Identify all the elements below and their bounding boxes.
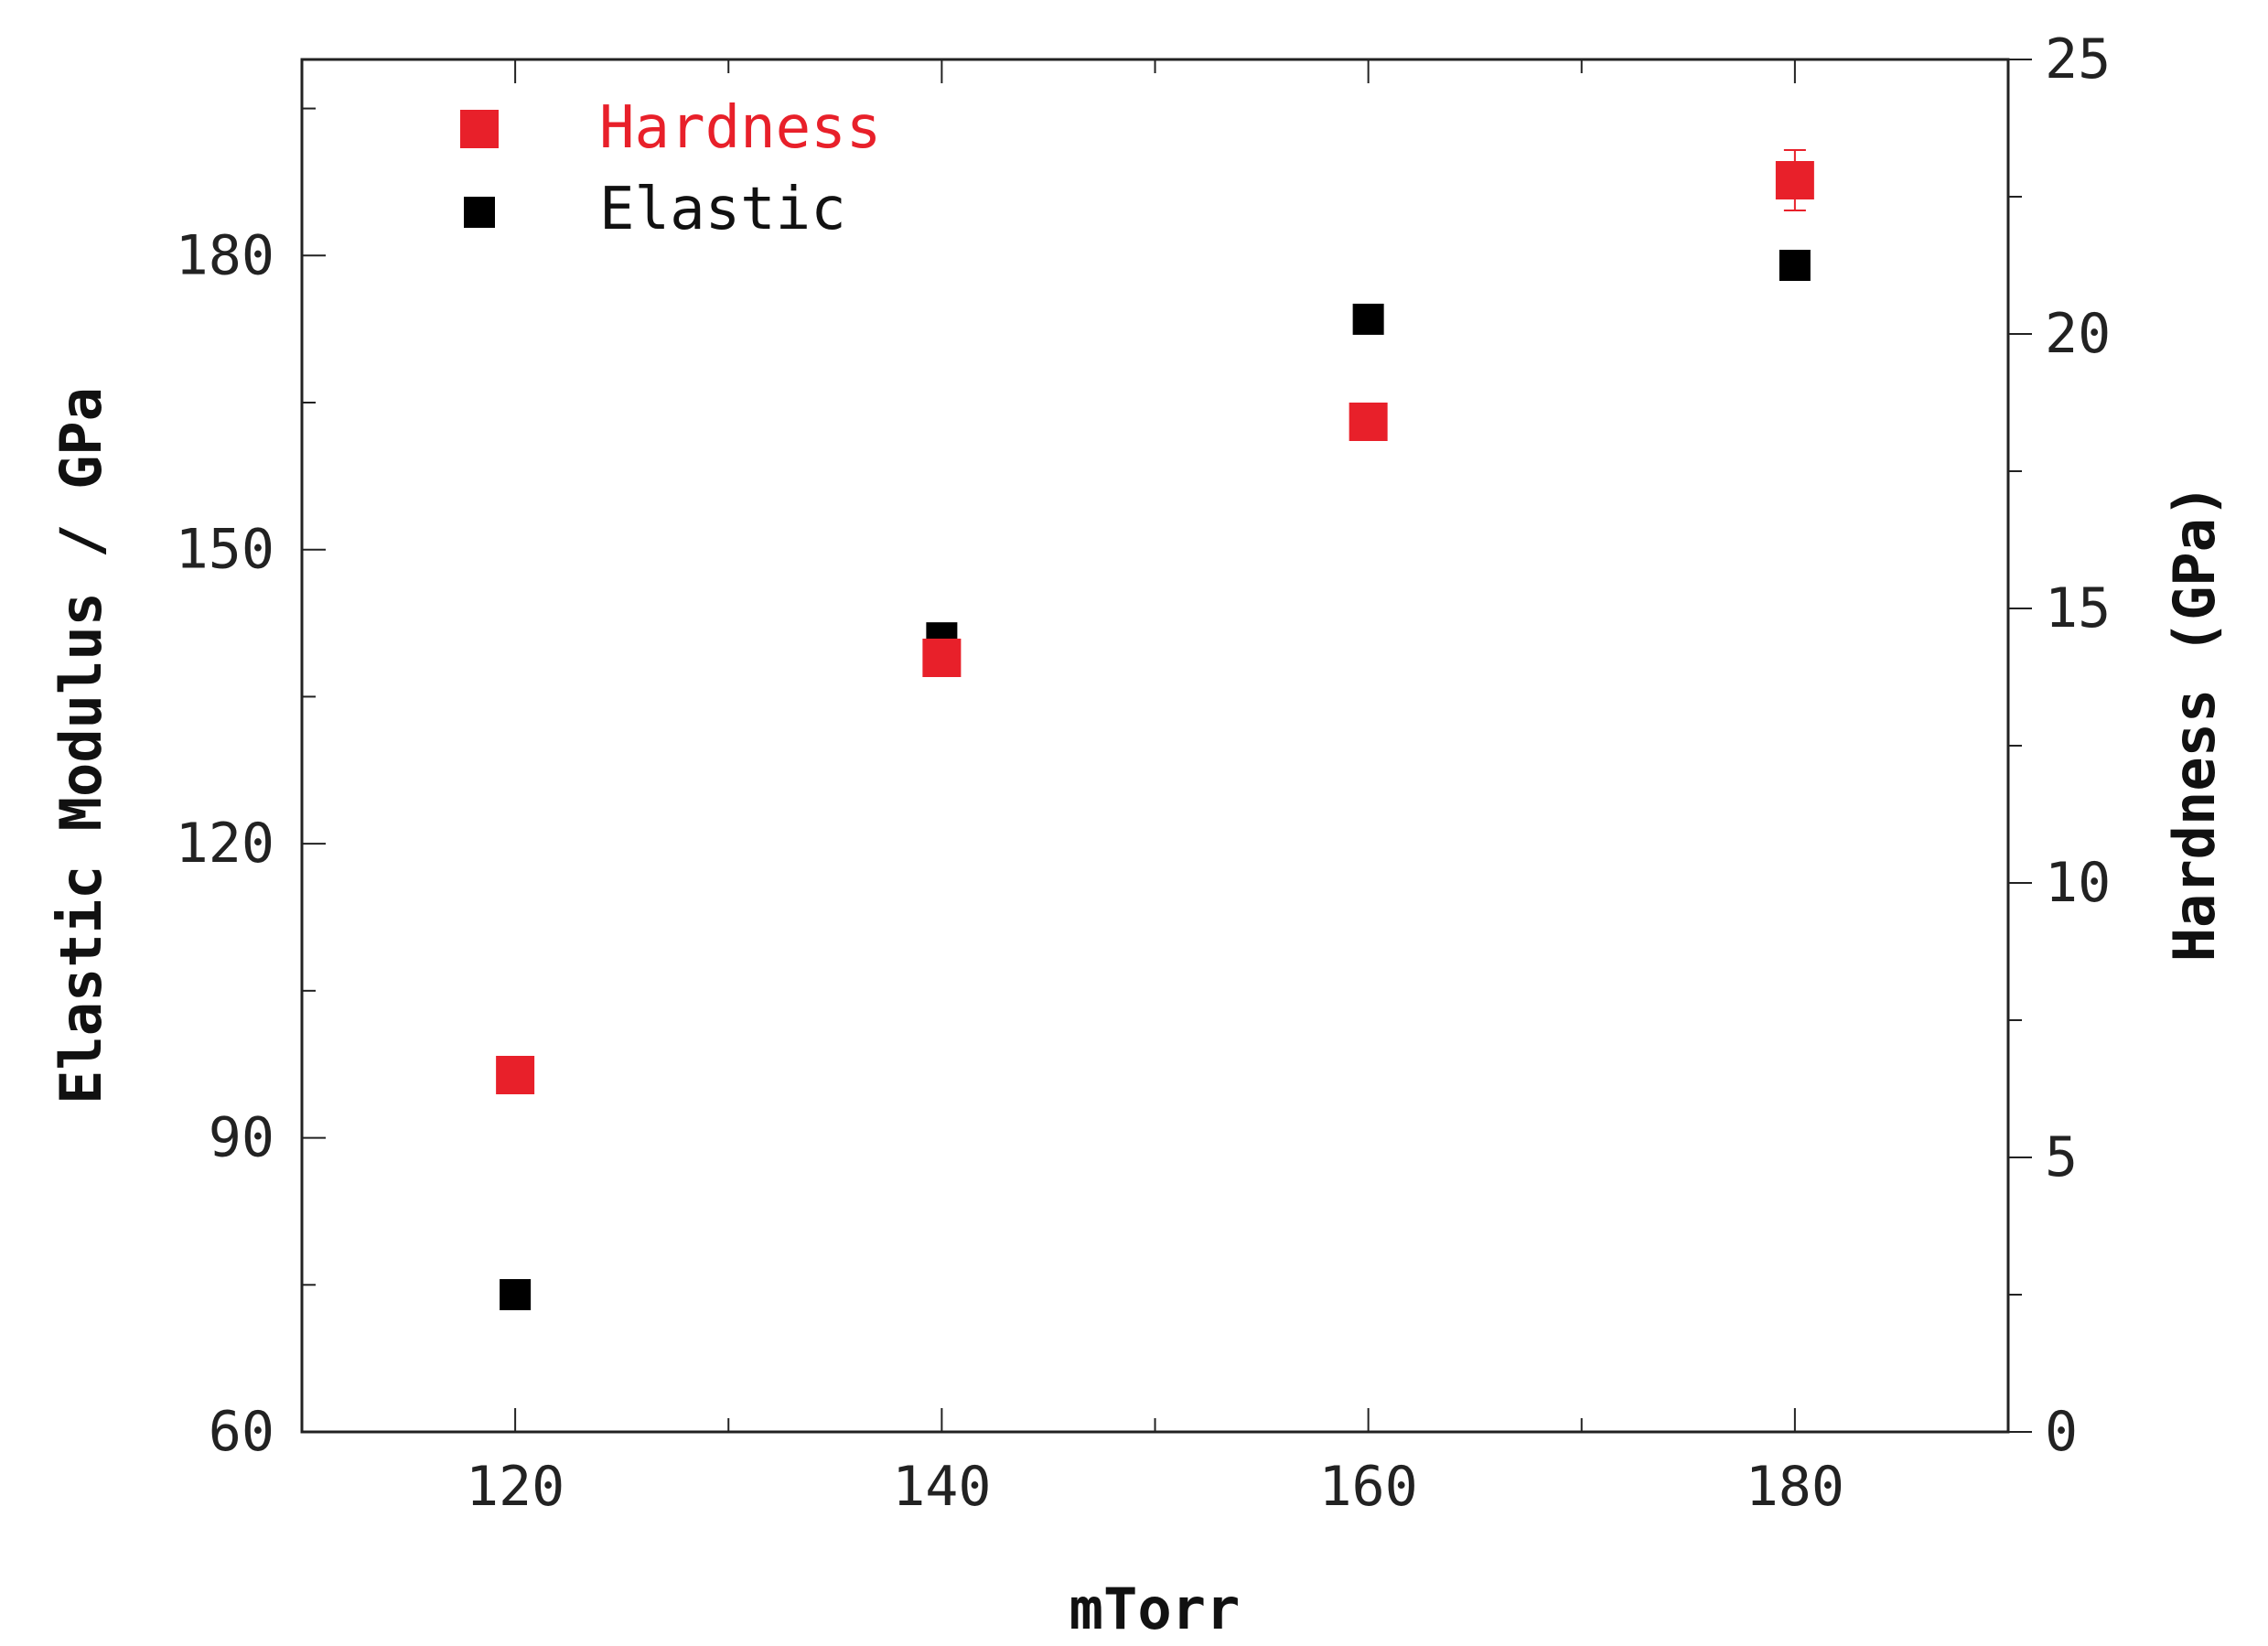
point-hardness (1775, 161, 1814, 199)
point-elastic (1779, 250, 1811, 281)
x-axis-title: mTorr (1070, 1576, 1241, 1642)
x-tick-label: 160 (1318, 1455, 1417, 1519)
y-left-tick-label: 120 (176, 812, 274, 876)
y-right-tick-label: 20 (2045, 302, 2111, 366)
x-tick-label: 140 (892, 1455, 991, 1519)
point-elastic (1352, 303, 1384, 335)
plot-frame (300, 58, 2010, 1434)
point-hardness (922, 639, 962, 677)
legend-label-elastic: Elastic (599, 176, 846, 243)
y-left-tick-label: 150 (176, 518, 274, 582)
y-left-axis-title: Elastic Modulus / GPa (48, 387, 114, 1104)
legend: Hardness Elastic (460, 94, 881, 243)
y-left-axis-ticks: 60 90 120 150 180 (176, 107, 326, 1464)
y-right-axis-ticks: 0 5 10 15 20 25 (2008, 27, 2111, 1464)
y-right-axis-title: Hardness (GPa) (2161, 484, 2228, 963)
legend-swatch-hardness (460, 110, 499, 148)
legend-label-hardness: Hardness (599, 94, 881, 162)
y-right-tick-label: 15 (2045, 576, 2111, 640)
legend-swatch-elastic (464, 197, 495, 228)
point-elastic (500, 1279, 532, 1310)
point-hardness (1349, 403, 1388, 441)
y-right-tick-label: 25 (2045, 27, 2111, 91)
y-left-tick-label: 60 (209, 1400, 274, 1464)
y-right-tick-label: 0 (2045, 1400, 2078, 1464)
data-points (496, 149, 1814, 1310)
x-tick-label: 180 (1746, 1455, 1844, 1519)
point-hardness (496, 1056, 535, 1094)
y-right-tick-label: 10 (2045, 851, 2111, 915)
y-left-tick-label: 90 (209, 1106, 274, 1170)
x-tick-label: 120 (466, 1455, 564, 1519)
y-left-tick-label: 180 (176, 223, 274, 287)
y-right-tick-label: 5 (2045, 1125, 2078, 1189)
x-axis-ticks: 120 140 160 180 (301, 59, 2009, 1519)
